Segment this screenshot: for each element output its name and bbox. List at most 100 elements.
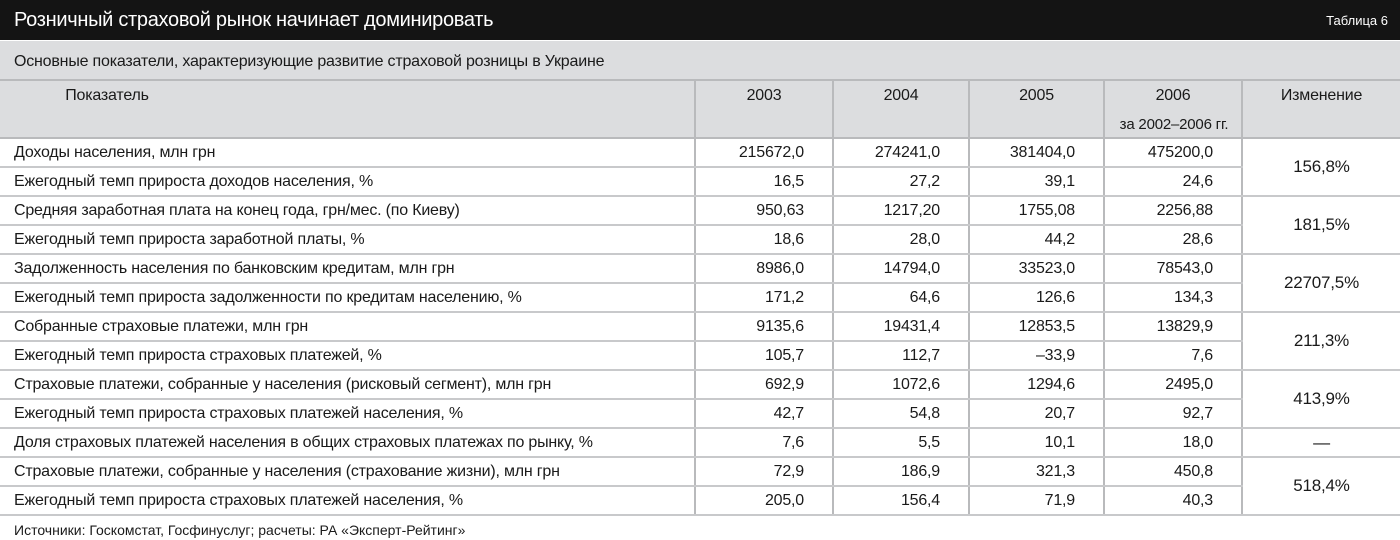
- value-2004: 19431,4: [832, 312, 969, 342]
- row-label: Ежегодный темп прироста страховых платеж…: [0, 486, 695, 516]
- value-2006: 7,6: [1103, 341, 1242, 371]
- row-label: Доля страховых платежей населения в общи…: [0, 428, 695, 458]
- row-label: Ежегодный темп прироста страховых платеж…: [0, 399, 695, 429]
- value-2005: 321,3: [968, 457, 1104, 487]
- row-label: Ежегодный темп прироста страховых платеж…: [0, 341, 695, 371]
- value-2005: 39,1: [968, 167, 1104, 197]
- value-2003: 205,0: [694, 486, 833, 516]
- table-row: Доходы населения, млн грн 215672,0 274241,…: [0, 138, 1400, 197]
- value-2004: 27,2: [832, 167, 969, 197]
- table-row: Ежегодный темп прироста страховых платеж…: [0, 399, 1400, 429]
- value-2006: 40,3: [1103, 486, 1242, 516]
- row-label: Средняя заработная плата на конец года, …: [0, 196, 695, 226]
- value-2004: 1217,20: [832, 196, 969, 226]
- table-row: Ежегодный темп прироста задолженности по…: [0, 283, 1400, 313]
- value-2003: 72,9: [694, 457, 833, 487]
- change-value: 22707,5%: [1241, 254, 1400, 313]
- data-table: Показатель 2003 2004 2005 2006 за 2002–20…: [0, 79, 1400, 516]
- value-2003: 105,7: [694, 341, 833, 371]
- change-value: —: [1241, 428, 1400, 458]
- value-2003: 9135,6: [694, 312, 833, 342]
- table-row: Ежегодный темп прироста заработной платы…: [0, 225, 1400, 255]
- table-row: Страховые платежи, собранные у населения…: [0, 457, 1400, 516]
- header-change-note: за 2002–2006 гг.: [1119, 116, 1229, 133]
- row-label: Ежегодный темп прироста задолженности по…: [0, 283, 695, 313]
- value-2003: 18,6: [694, 225, 833, 255]
- value-2003: 7,6: [694, 428, 833, 458]
- row-label: Страховые платежи, собранные у населения…: [0, 370, 695, 400]
- change-value: 211,3%: [1241, 312, 1400, 371]
- change-value: 413,9%: [1241, 370, 1400, 429]
- value-2004: 112,7: [832, 341, 969, 371]
- header-indicator-label: Показатель: [65, 87, 149, 104]
- value-2005: 381404,0: [968, 138, 1104, 168]
- value-2005: 10,1: [968, 428, 1104, 458]
- header-2004: 2004: [832, 79, 969, 139]
- value-2003: 16,5: [694, 167, 833, 197]
- value-2005: 44,2: [968, 225, 1104, 255]
- value-2006: 2256,88: [1103, 196, 1242, 226]
- table-row: Доля страховых платежей населения в общи…: [0, 428, 1400, 458]
- value-2006: 92,7: [1103, 399, 1242, 429]
- header-2005: 2005: [968, 79, 1104, 139]
- value-2006: 28,6: [1103, 225, 1242, 255]
- table-row: Ежегодный темп прироста страховых платеж…: [0, 486, 1400, 516]
- table-row: Ежегодный темп прироста страховых платеж…: [0, 341, 1400, 371]
- change-value: 518,4%: [1241, 457, 1400, 516]
- table-row: Задолженность населения по банковским кр…: [0, 254, 1400, 313]
- value-2005: 12853,5: [968, 312, 1104, 342]
- value-2005: 33523,0: [968, 254, 1104, 284]
- title-bar: Розничный страховой рынок начинает домин…: [0, 0, 1400, 40]
- value-2004: 156,4: [832, 486, 969, 516]
- source-note: Источники: Госкомстат, Госфинуслуг; расч…: [14, 522, 466, 538]
- value-2006: 18,0: [1103, 428, 1242, 458]
- value-2006: 2495,0: [1103, 370, 1242, 400]
- value-2006: 450,8: [1103, 457, 1242, 487]
- value-2003: 215672,0: [694, 138, 833, 168]
- value-2004: 64,6: [832, 283, 969, 313]
- value-2004: 274241,0: [832, 138, 969, 168]
- header-change: Изменение: [1241, 79, 1400, 139]
- table-subtitle: Основные показатели, характеризующие раз…: [0, 41, 1400, 79]
- value-2005: 20,7: [968, 399, 1104, 429]
- table-row: Страховые платежи, собранные у населения…: [0, 370, 1400, 429]
- value-2005: 126,6: [968, 283, 1104, 313]
- value-2006: 78543,0: [1103, 254, 1242, 284]
- row-label: Ежегодный темп прироста заработной платы…: [0, 225, 695, 255]
- value-2006: 24,6: [1103, 167, 1242, 197]
- header-2003: 2003: [694, 79, 833, 139]
- value-2006: 13829,9: [1103, 312, 1242, 342]
- change-value: 156,8%: [1241, 138, 1400, 197]
- value-2004: 54,8: [832, 399, 969, 429]
- value-2003: 692,9: [694, 370, 833, 400]
- row-label: Страховые платежи, собранные у населения…: [0, 457, 695, 487]
- header-row: Показатель 2003 2004 2005 2006 за 2002–20…: [0, 79, 1400, 139]
- value-2003: 950,63: [694, 196, 833, 226]
- row-label: Собранные страховые платежи, млн грн: [0, 312, 695, 342]
- value-2003: 8986,0: [694, 254, 833, 284]
- value-2004: 14794,0: [832, 254, 969, 284]
- table-number: Таблица 6: [1326, 12, 1388, 28]
- value-2005: –33,9: [968, 341, 1104, 371]
- table-row: Средняя заработная плата на конец года, …: [0, 196, 1400, 255]
- change-value: 181,5%: [1241, 196, 1400, 255]
- table-title: Розничный страховой рынок начинает домин…: [14, 8, 494, 31]
- value-2003: 42,7: [694, 399, 833, 429]
- value-2004: 1072,6: [832, 370, 969, 400]
- table-row: Ежегодный темп прироста доходов населени…: [0, 167, 1400, 197]
- value-2005: 1294,6: [968, 370, 1104, 400]
- header-2006-label: 2006: [1155, 87, 1191, 104]
- value-2004: 28,0: [832, 225, 969, 255]
- value-2006: 134,3: [1103, 283, 1242, 313]
- row-label: Ежегодный темп прироста доходов населени…: [0, 167, 695, 197]
- value-2004: 5,5: [832, 428, 969, 458]
- row-label: Задолженность населения по банковским кр…: [0, 254, 695, 284]
- value-2005: 71,9: [968, 486, 1104, 516]
- value-2004: 186,9: [832, 457, 969, 487]
- row-label: Доходы населения, млн грн: [0, 138, 695, 168]
- table-row: Собранные страховые платежи, млн грн 9135…: [0, 312, 1400, 371]
- value-2005: 1755,08: [968, 196, 1104, 226]
- value-2003: 171,2: [694, 283, 833, 313]
- header-2006: 2006 за 2002–2006 гг.: [1103, 79, 1242, 139]
- value-2006: 475200,0: [1103, 138, 1242, 168]
